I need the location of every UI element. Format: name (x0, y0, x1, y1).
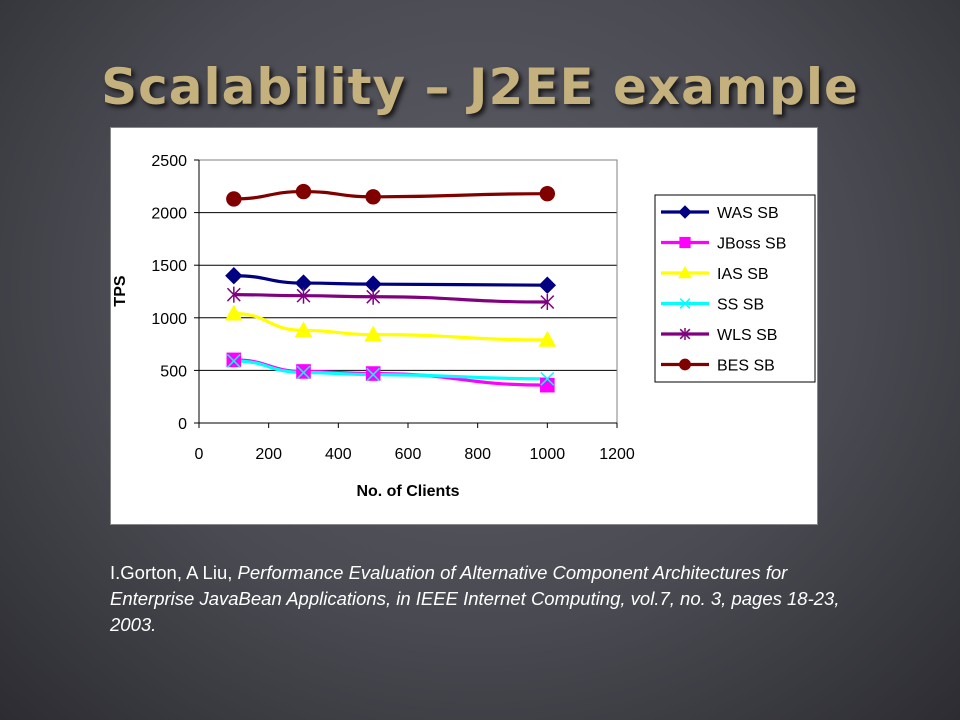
series-line-ss-sb (233, 359, 548, 381)
y-tick-label: 1000 (151, 311, 187, 328)
series-markers (224, 183, 557, 393)
series-line-wls-sb (233, 293, 548, 304)
data-point-was-sb (225, 267, 243, 285)
slide-title: Scalability – J2EE example (101, 58, 859, 116)
series-line-bes-sb (233, 189, 548, 201)
data-point-ias-sb (538, 330, 557, 347)
y-tick-label: 2500 (151, 153, 187, 170)
x-tick-label: 1000 (530, 446, 566, 463)
x-tick-label: 600 (395, 446, 422, 463)
legend-marker-bes-sb (679, 358, 691, 371)
legend-marker-jboss-sb (679, 236, 691, 249)
data-point-ias-sb (294, 321, 313, 338)
data-point-was-sb (538, 276, 557, 294)
tick-labels: 0 500 1000 1500 2000 2500 0 200 400 600 800 1000 120… (151, 153, 634, 463)
legend-marker-ss-sb (679, 298, 691, 309)
legend-marker-ias-sb (678, 265, 692, 279)
data-point-jboss-sb (540, 377, 555, 393)
line-chart: 0 500 1000 1500 2000 2500 0 200 400 600 800 1000 120… (112, 153, 816, 500)
legend-marker-wls-sb (679, 328, 691, 340)
y-tick-label: 500 (160, 363, 187, 380)
legend-label-wls-sb: WLS SB (717, 327, 777, 344)
data-point-wls-sb (540, 294, 555, 311)
legend-label-was-sb: WAS SB (717, 205, 779, 222)
data-point-ias-sb (224, 304, 243, 321)
data-point-ias-sb (364, 325, 383, 342)
x-tick-label: 200 (255, 446, 282, 463)
citation-authors: I.Gorton, A Liu, (110, 562, 238, 583)
data-point-wls-sb (226, 286, 241, 303)
data-point-bes-sb (539, 185, 556, 202)
citation-work: Performance Evaluation of Alternative Co… (110, 562, 840, 635)
y-tick-label: 1500 (151, 258, 187, 275)
x-tick-label: 1200 (599, 446, 635, 463)
x-tick-label: 800 (464, 446, 491, 463)
data-point-ss-sb (226, 354, 241, 368)
data-point-ss-sb (540, 371, 555, 386)
data-point-bes-sb (365, 189, 381, 205)
legend-label-ss-sb: SS SB (717, 297, 764, 314)
series-lines (233, 189, 548, 387)
legend: WAS SB JBoss SB IAS SB SS SB WLS SB BES SB (654, 194, 816, 383)
legend-label-ias-sb: IAS SB (717, 266, 769, 283)
data-point-ss-sb (296, 365, 311, 380)
data-point-bes-sb (226, 191, 242, 207)
data-point-bes-sb (295, 183, 312, 200)
legend-label-jboss-sb: JBoss SB (717, 236, 786, 253)
legend-marker-was-sb (678, 205, 692, 219)
x-axis-label: No. of Clients (356, 483, 459, 500)
x-tick-label: 400 (325, 446, 352, 463)
y-tick-label: 0 (178, 416, 187, 433)
axes (194, 159, 618, 428)
data-point-ss-sb (366, 367, 381, 382)
series-line-jboss-sb (233, 358, 548, 387)
series-line-was-sb (233, 274, 548, 287)
legend-box (654, 194, 816, 383)
x-tick-label: 0 (195, 446, 204, 463)
y-tick-label: 2000 (151, 206, 187, 223)
citation: I.Gorton, A Liu, Performance Evaluation … (110, 560, 850, 638)
y-axis-label: TPS (112, 275, 129, 306)
chart-panel: 0 500 1000 1500 2000 2500 0 200 400 600 800 1000 120… (110, 127, 818, 525)
series-line-ias-sb (233, 311, 548, 342)
data-point-wls-sb (366, 288, 381, 305)
data-point-wls-sb (296, 287, 311, 304)
legend-label-bes-sb: BES SB (717, 358, 775, 375)
